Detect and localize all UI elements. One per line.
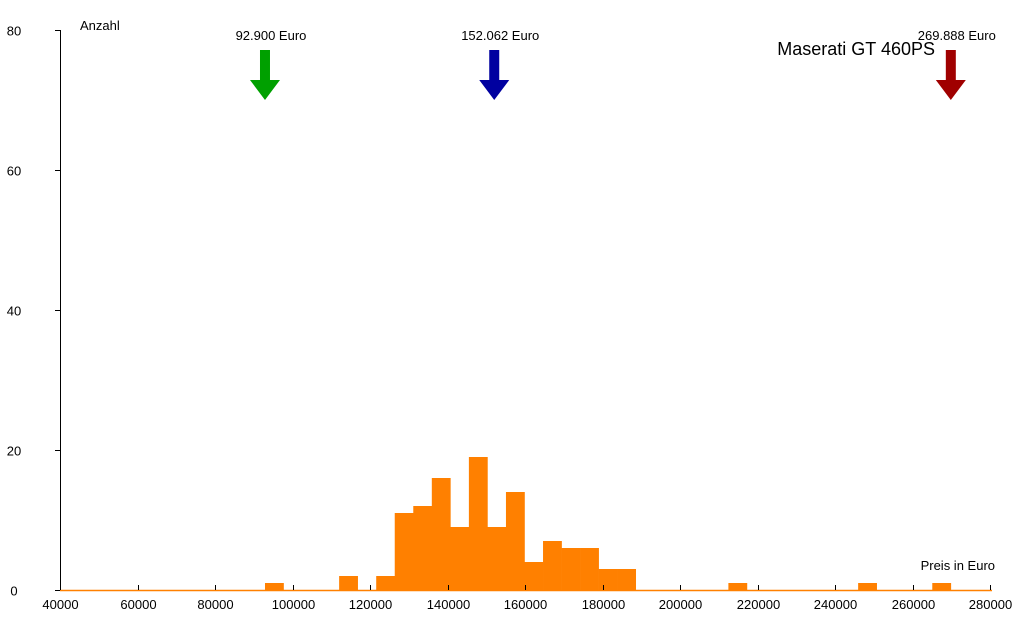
histogram-bar xyxy=(617,569,637,590)
histogram-bar xyxy=(413,506,433,590)
histogram-bar xyxy=(580,548,599,590)
price-marker-label: 269.888 Euro xyxy=(918,28,996,43)
histogram-bar xyxy=(376,576,396,590)
histogram-bar xyxy=(561,548,581,590)
histogram-bar xyxy=(543,541,562,590)
histogram-bar xyxy=(505,492,525,590)
histogram-bar xyxy=(450,527,470,590)
chart-title: Maserati GT 460PS xyxy=(777,39,935,59)
x-tick-label: 260000 xyxy=(892,597,935,612)
price-marker: 92.900 Euro xyxy=(236,28,307,100)
arrow-down-icon xyxy=(935,50,966,100)
x-tick-label: 120000 xyxy=(349,597,392,612)
x-tick-label: 180000 xyxy=(582,597,625,612)
histogram-bar xyxy=(524,562,544,590)
histogram-bar xyxy=(468,457,488,590)
x-tick-label: 80000 xyxy=(197,597,233,612)
bars xyxy=(264,457,952,590)
x-tick-label: 60000 xyxy=(120,597,156,612)
arrow-down-icon xyxy=(249,50,280,100)
histogram-bar xyxy=(394,513,414,590)
x-tick-label: 200000 xyxy=(659,597,702,612)
arrow-down-icon xyxy=(479,50,510,100)
y-axis-label: Anzahl xyxy=(80,18,120,33)
x-tick-label: 40000 xyxy=(42,597,78,612)
price-marker: 152.062 Euro xyxy=(461,28,539,100)
y-tick-label: 80 xyxy=(7,24,21,39)
y-tick-label: 60 xyxy=(7,164,21,179)
x-tick-label: 160000 xyxy=(504,597,547,612)
histogram-bar xyxy=(487,527,507,590)
histogram-bar xyxy=(858,583,877,590)
x-axis-label: Preis in Euro xyxy=(921,558,995,573)
x-tick-label: 140000 xyxy=(427,597,470,612)
y-tick-label: 0 xyxy=(10,584,17,599)
histogram-bar xyxy=(431,478,451,590)
y-tick-label: 20 xyxy=(7,444,21,459)
x-tick-label: 280000 xyxy=(969,597,1012,612)
y-tick-label: 40 xyxy=(7,304,21,319)
x-tick-label: 100000 xyxy=(272,597,315,612)
price-marker-label: 152.062 Euro xyxy=(461,28,539,43)
price-marker-label: 92.900 Euro xyxy=(236,28,307,43)
x-tick-label: 240000 xyxy=(814,597,857,612)
histogram-bar xyxy=(728,583,748,590)
histogram-bar xyxy=(932,583,952,590)
histogram-bar xyxy=(598,569,618,590)
x-tick-label: 220000 xyxy=(737,597,780,612)
histogram-bar xyxy=(264,583,284,590)
price-marker: 269.888 Euro xyxy=(918,28,996,100)
histogram-bar xyxy=(339,576,358,590)
